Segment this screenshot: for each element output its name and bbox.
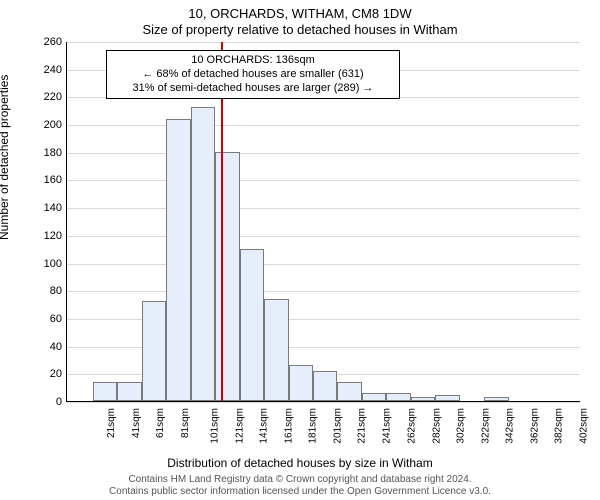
footer-line1: Contains HM Land Registry data © Crown c… xyxy=(128,474,471,485)
chart-title-line1: 10, ORCHARDS, WITHAM, CM8 1DW xyxy=(0,6,600,21)
x-tick-label: 302sqm xyxy=(456,408,467,444)
x-tick-label: 201sqm xyxy=(332,408,343,444)
x-tick-label: 41sqm xyxy=(131,408,142,438)
y-tick-label: 100 xyxy=(36,258,62,270)
x-tick-label: 342sqm xyxy=(505,408,516,444)
histogram-bar xyxy=(264,299,288,401)
histogram-bar xyxy=(240,249,264,401)
x-tick-label: 282sqm xyxy=(431,408,442,444)
x-tick-label: 221sqm xyxy=(357,408,368,444)
histogram-bar xyxy=(166,119,190,401)
y-tick-label: 200 xyxy=(36,119,62,131)
histogram-bar xyxy=(411,397,435,401)
x-tick-label: 81sqm xyxy=(180,408,191,438)
annotation-line2: ← 68% of detached houses are smaller (63… xyxy=(113,68,393,82)
histogram-bar xyxy=(337,382,361,401)
gridline xyxy=(67,125,580,126)
x-tick-label: 21sqm xyxy=(106,408,117,438)
x-axis-label: Distribution of detached houses by size … xyxy=(0,456,600,470)
chart-container: 10, ORCHARDS, WITHAM, CM8 1DW Size of pr… xyxy=(0,0,600,500)
y-tick-label: 260 xyxy=(36,36,62,48)
footer-line2: Contains public sector information licen… xyxy=(109,486,491,497)
gridline xyxy=(67,291,580,292)
gridline xyxy=(67,264,580,265)
gridline xyxy=(67,180,580,181)
histogram-bar xyxy=(313,371,337,401)
y-tick-label: 240 xyxy=(36,64,62,76)
y-tick-label: 80 xyxy=(36,285,62,297)
x-tick-label: 121sqm xyxy=(234,408,245,444)
gridline xyxy=(67,236,580,237)
histogram-bar xyxy=(289,365,313,401)
x-tick-label: 141sqm xyxy=(259,408,270,444)
x-tick-label: 362sqm xyxy=(529,408,540,444)
x-tick-label: 322sqm xyxy=(480,408,491,444)
x-tick-label: 382sqm xyxy=(554,408,565,444)
y-tick-label: 60 xyxy=(36,313,62,325)
y-tick-label: 140 xyxy=(36,202,62,214)
histogram-bar xyxy=(362,393,386,401)
histogram-bar xyxy=(191,107,215,401)
y-axis-label: Number of detached properties xyxy=(0,75,11,240)
y-tick-label: 0 xyxy=(36,396,62,408)
histogram-bar xyxy=(93,382,117,401)
annotation-line3: 31% of semi-detached houses are larger (… xyxy=(113,82,393,96)
gridline xyxy=(67,402,580,403)
histogram-bar xyxy=(117,382,141,401)
y-tick-label: 20 xyxy=(36,368,62,380)
x-tick-label: 181sqm xyxy=(308,408,319,444)
gridline xyxy=(67,42,580,43)
chart-title-line2: Size of property relative to detached ho… xyxy=(0,22,600,37)
gridline xyxy=(67,208,580,209)
histogram-bar xyxy=(435,395,459,401)
x-tick-label: 262sqm xyxy=(407,408,418,444)
y-tick-label: 180 xyxy=(36,147,62,159)
histogram-bar xyxy=(215,152,239,401)
x-tick-label: 241sqm xyxy=(381,408,392,444)
x-tick-label: 101sqm xyxy=(210,408,221,444)
chart-footer: Contains HM Land Registry data © Crown c… xyxy=(0,474,600,498)
annotation-line1: 10 ORCHARDS: 136sqm xyxy=(113,54,393,68)
histogram-bar xyxy=(142,301,166,401)
y-tick-label: 160 xyxy=(36,174,62,186)
histogram-bar xyxy=(386,393,410,401)
histogram-bar xyxy=(484,397,508,401)
x-tick-label: 61sqm xyxy=(155,408,166,438)
gridline xyxy=(67,153,580,154)
y-tick-label: 120 xyxy=(36,230,62,242)
annotation-box: 10 ORCHARDS: 136sqm← 68% of detached hou… xyxy=(106,50,400,99)
x-tick-label: 402sqm xyxy=(578,408,589,444)
y-tick-label: 40 xyxy=(36,341,62,353)
x-tick-label: 161sqm xyxy=(283,408,294,444)
y-tick-label: 220 xyxy=(36,91,62,103)
